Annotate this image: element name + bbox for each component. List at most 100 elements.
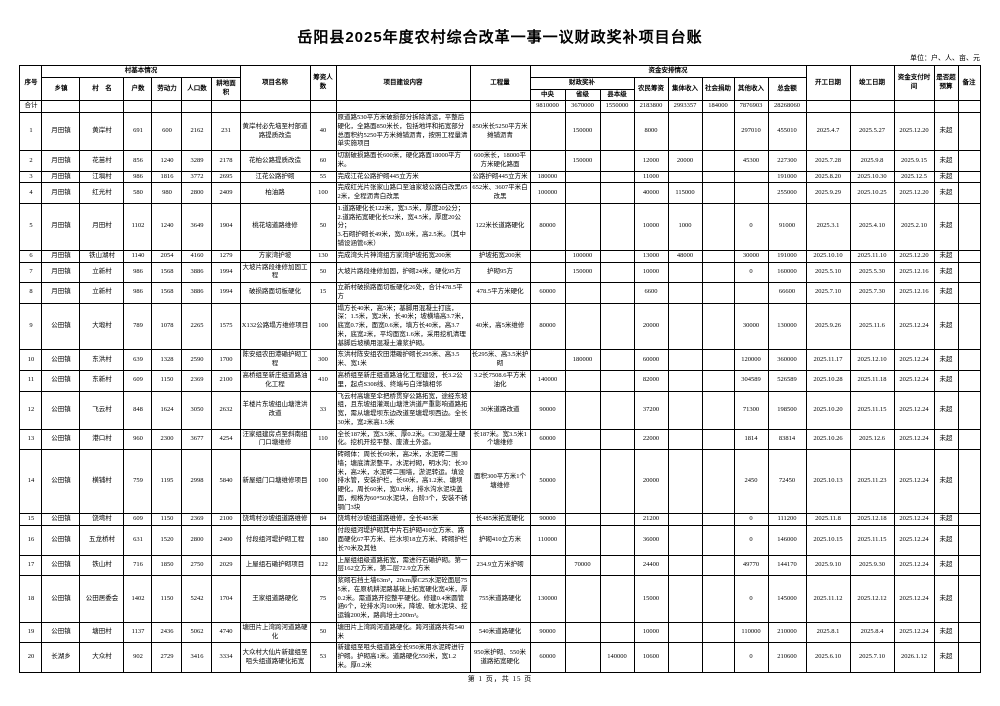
table-cell: 江埧村: [79, 170, 125, 184]
table-cell: 未超: [933, 182, 959, 204]
table-cell: 长187米。宽3.5米1个塘维修: [469, 428, 531, 451]
table-cell: 2025.12.24: [893, 449, 935, 515]
table-cell: 90000: [529, 390, 566, 430]
table-cell: 150000: [564, 261, 601, 284]
table-cell: [701, 282, 735, 304]
table-cell: [701, 621, 735, 644]
table-cell: 新建组至咀头组道路全长950米用水泥砖进行护砌。护砌高1米。道路硬化550米，宽…: [335, 642, 471, 673]
table-cell: 飞云村高塘至伞把桥贯穿公路拓宽，途经东坡组，且东坡组灌溉山塘泄洪道严重影响道路拓…: [335, 390, 471, 430]
table-cell: 月田村: [79, 202, 125, 251]
table-cell: 37200: [633, 390, 669, 430]
table-cell: 2409: [211, 182, 241, 204]
table-row: 19 公田镇 塘田村 1137 2436 5062 4740 塘田片上湾跨河道路硬化 50 塘田片…: [19, 621, 981, 644]
total-cell: 3670000: [564, 100, 601, 114]
table-cell: 300: [309, 349, 337, 371]
table-cell: 未超: [933, 642, 959, 673]
table-cell: 1137: [123, 621, 153, 644]
table-cell: 未超: [933, 525, 959, 556]
total-cell: 2993357: [667, 100, 703, 114]
table-cell: 716: [123, 554, 153, 577]
table-cell: 江花公路护砌: [239, 170, 311, 184]
total-cell: [41, 100, 81, 114]
table-cell: 公田居委会: [79, 575, 125, 623]
table-cell: 1814: [733, 428, 769, 451]
table-cell: 2025.10.13: [805, 449, 851, 515]
table-cell: 1195: [151, 449, 183, 515]
table-cell: 13: [19, 428, 43, 451]
table-row: 4 月田镇 红光村 580 980 2800 2409 柏油路 100 完成红光片张家山路口至油家…: [19, 182, 981, 204]
table-cell: 1150: [151, 369, 183, 392]
table-cell: 公田镇: [41, 302, 81, 351]
table-cell: 145000: [767, 575, 807, 623]
table-cell: 公田镇: [41, 554, 81, 577]
table-cell: 3677: [181, 428, 213, 451]
table-cell: [701, 575, 735, 623]
table-cell: 122米长道路硬化: [469, 202, 531, 251]
table-cell: [701, 202, 735, 251]
table-cell: 羊楼片东坡组山塘泄洪改道: [239, 390, 311, 430]
table-cell: 横铺村: [79, 449, 125, 515]
table-cell: 塘田片上湾跨河道路硬化。跨河道路共有540米: [335, 621, 471, 644]
table-cell: [599, 428, 635, 451]
table-cell: 1102: [123, 202, 153, 251]
total-cell: 1550000: [599, 100, 635, 114]
table-cell: 1520: [151, 525, 183, 556]
table-cell: 789: [123, 302, 153, 351]
table-cell: 2100: [211, 513, 241, 527]
table-cell: 上屋组组级道路拓宽，需进行石磡护砌。第一层162立方米，第二层72.9立方米: [335, 554, 471, 577]
table-body: 合计 9810000 3670000 1550000 2183800 2993357 184…: [19, 100, 981, 673]
total-cell: [469, 100, 531, 114]
col-header-work-quantity: 工程量: [469, 64, 531, 102]
table-cell: 759: [123, 449, 153, 515]
table-cell: 191000: [767, 249, 807, 263]
table-cell: 14: [19, 449, 43, 515]
table-cell: 饶塆村沙坡组道路维修，全长485米: [335, 513, 471, 527]
table-cell: 180000: [564, 349, 601, 371]
table-cell: [599, 369, 635, 392]
table-cell: 1150: [151, 513, 183, 527]
table-cell: 15: [19, 513, 43, 527]
table-cell: [701, 261, 735, 284]
table-cell: 砖砌体：周长长60米，高2米，水泥砖二围墙；塘底清淤整平，水泥衬砌，明水沟：长3…: [335, 449, 471, 515]
table-cell: 1: [19, 112, 43, 152]
table-cell: 902: [123, 642, 153, 673]
table-cell: 东新村: [79, 369, 125, 392]
table-cell: 公田镇: [41, 390, 81, 430]
table-cell: 面积300平方米1个塘维修: [469, 449, 531, 515]
table-cell: 90000: [529, 621, 566, 644]
col-header-farmer-fund: 农民筹资: [633, 76, 669, 102]
total-row: 合计 9810000 3670000 1550000 2183800 2993357 184…: [19, 100, 981, 114]
table-cell: [667, 282, 703, 304]
table-cell: 完成红光片张家山路口至油家坡公路白改黑652米，全程沥青白改黑: [335, 182, 471, 204]
table-cell: [599, 390, 635, 430]
table-cell: 2265: [181, 302, 213, 351]
table-cell: 191000: [767, 170, 807, 184]
total-cell: [309, 100, 337, 114]
table-cell: 526589: [767, 369, 807, 392]
table-cell: [564, 642, 601, 673]
table-cell: 公田镇: [41, 525, 81, 556]
col-header-remarks: 备注: [957, 64, 981, 102]
table-row: 13 公田镇 港口村 960 2300 3677 4254 汪家组建房点至斜南组门口塘维修 11…: [19, 428, 981, 451]
table-cell: [957, 261, 981, 284]
table-cell: 111200: [767, 513, 807, 527]
total-cell: [151, 100, 183, 114]
table-cell: 0: [733, 513, 769, 527]
table-cell: 3.2长7508.6平方米油化: [469, 369, 531, 392]
total-cell: [933, 100, 959, 114]
table-cell: [701, 302, 735, 351]
table-cell: 20000: [633, 449, 669, 515]
table-header: 序号 村基本情况 项目名称 筹资人数 项目建设内容 工程量 资金安排情况 开工日…: [19, 64, 981, 102]
total-cell: [893, 100, 935, 114]
table-cell: 130000: [529, 575, 566, 623]
table-cell: 122: [309, 554, 337, 577]
table-cell: 2025.12.24: [893, 302, 935, 351]
table-cell: [564, 575, 601, 623]
table-cell: [599, 449, 635, 515]
col-header-funding-arrangement: 资金安排情况: [529, 65, 807, 78]
table-cell: 950米护砌、550米道路拓宽硬化: [469, 642, 531, 673]
col-header-total-amount: 总金额: [767, 76, 807, 102]
table-cell: 长湖乡: [41, 642, 81, 673]
table-cell: 2729: [151, 642, 183, 673]
table-cell: 0: [733, 525, 769, 556]
